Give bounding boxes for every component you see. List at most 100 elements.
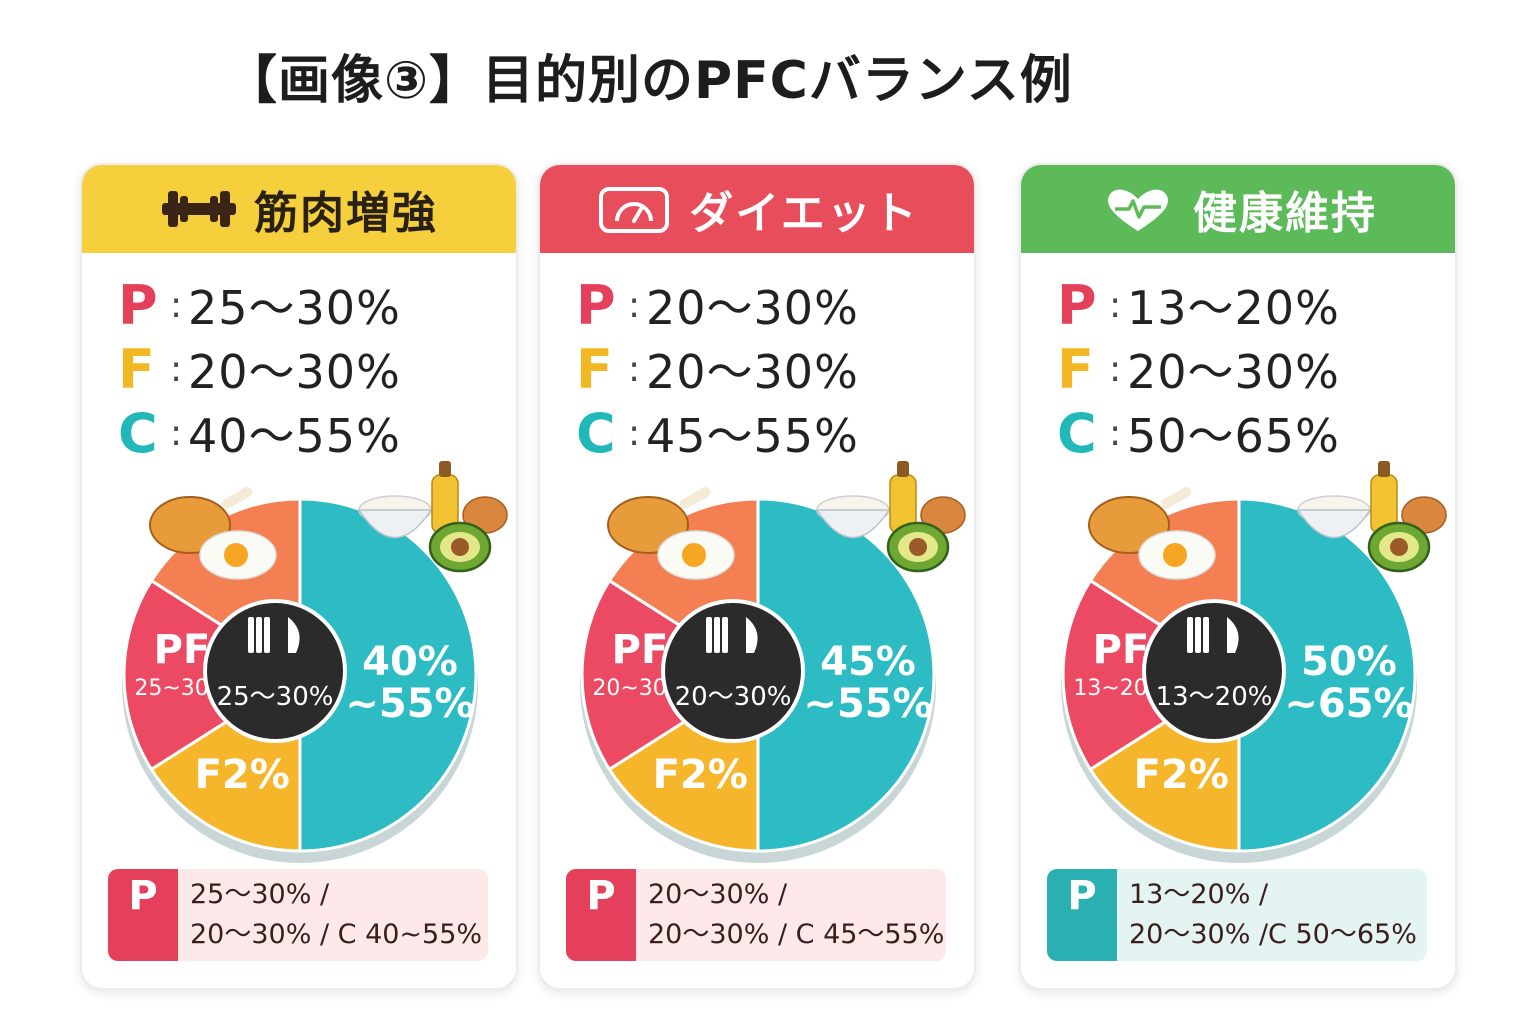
ratio-colon: :	[170, 348, 183, 390]
protein-food-icon	[607, 487, 735, 580]
ratio-colon: :	[628, 412, 641, 454]
slice-sublabel: ~55%	[803, 681, 932, 727]
center-label: 20〜30%	[675, 682, 792, 712]
ratio-colon: :	[1109, 412, 1122, 454]
ratio-value: 25〜30%	[188, 281, 401, 335]
pie-center: 13〜20%	[1142, 599, 1286, 743]
summary-line-2: 20〜30% / C 40~55%	[190, 919, 483, 950]
ratio-value: 20〜30%	[1127, 345, 1340, 399]
ratio-letter: P	[576, 273, 616, 337]
ratio-colon: :	[170, 412, 183, 454]
summary-text: 13〜20% / 20〜30% /C 50〜65%	[1117, 869, 1427, 961]
ratio-letter: C	[118, 401, 158, 465]
card-header: ダイエット	[540, 165, 974, 253]
ratio-list: P:20〜30% F:20〜30% C:45〜55%	[540, 253, 974, 465]
pie-chart: 40% ~55% F2% PF 25~30% 25〜30%	[102, 461, 508, 863]
ratio-row: F:20〜30%	[576, 337, 974, 401]
ratio-colon: :	[1109, 348, 1122, 390]
center-label: 25〜30%	[217, 682, 334, 712]
summary-box: P 13〜20% / 20〜30% /C 50〜65%	[1047, 869, 1427, 961]
carb-fat-food-icon	[357, 461, 508, 573]
pie-chart: 45% ~55% F2% PF 20~30% 20〜30%	[560, 461, 966, 863]
summary-tag: P	[1047, 869, 1117, 961]
card-title: ダイエット	[689, 188, 919, 239]
summary-box: P 25〜30% / 20〜30% / C 40~55%	[108, 869, 488, 961]
ratio-letter: F	[1057, 337, 1094, 401]
ratio-letter: P	[1057, 273, 1097, 337]
ratio-row: P:20〜30%	[576, 273, 974, 337]
ratio-value: 20〜30%	[188, 345, 401, 399]
ratio-value: 50〜65%	[1127, 409, 1340, 463]
ratio-letter: P	[118, 273, 158, 337]
card-health-maintenance: 健康維持 P:13〜20% F:20〜30% C:50〜65% 50% ~65% F2% PF…	[1019, 163, 1457, 990]
slice-label: F2%	[195, 752, 290, 798]
slice-label: F2%	[1134, 752, 1229, 798]
ratio-colon: :	[170, 284, 183, 326]
slice-label: 45%	[820, 639, 916, 685]
ratio-value: 13〜20%	[1127, 281, 1340, 335]
ratio-letter: F	[118, 337, 155, 401]
card-header: 健康維持	[1021, 165, 1455, 253]
slice-label: 50%	[1301, 639, 1397, 685]
dumbbell-icon	[160, 183, 238, 235]
slice-sublabel: ~65%	[1284, 681, 1413, 727]
ratio-value: 40〜55%	[188, 409, 401, 463]
fork-knife-icon	[706, 617, 758, 653]
slice-label: 40%	[362, 639, 458, 685]
protein-food-icon	[149, 487, 277, 580]
ratio-row: C:40〜55%	[118, 401, 516, 465]
card-title: 健康維持	[1193, 188, 1377, 239]
slice-label: PF	[612, 627, 669, 673]
summary-tag: P	[566, 869, 636, 961]
scale-icon	[595, 183, 673, 235]
summary-text: 25〜30% / 20〜30% / C 40~55%	[178, 869, 488, 961]
summary-line-2: 20〜30% / C 45〜55%	[648, 919, 945, 950]
heart-icon	[1099, 183, 1177, 235]
card-header: 筋肉増強	[82, 165, 516, 253]
card-muscle-gain: 筋肉増強 P:25〜30% F:20〜30% C:40〜55% 40% ~55% F2% PF…	[80, 163, 518, 990]
ratio-value: 20〜30%	[646, 281, 859, 335]
ratio-row: P:25〜30%	[118, 273, 516, 337]
ratio-letter: F	[576, 337, 613, 401]
ratio-row: C:50〜65%	[1057, 401, 1455, 465]
summary-box: P 20〜30% / 20〜30% / C 45〜55%	[566, 869, 946, 961]
card-title: 筋肉増強	[254, 188, 438, 239]
summary-line-1: 25〜30% /	[190, 879, 330, 910]
summary-line-1: 13〜20% /	[1129, 879, 1269, 910]
summary-tag: P	[108, 869, 178, 961]
slice-label: PF	[154, 627, 211, 673]
ratio-list: P:25〜30% F:20〜30% C:40〜55%	[82, 253, 516, 465]
slice-label: PF	[1093, 627, 1150, 673]
protein-food-icon	[1088, 487, 1216, 580]
summary-text: 20〜30% / 20〜30% / C 45〜55%	[636, 869, 946, 961]
page-title: 【画像③】目的別のPFCバランス例	[225, 51, 1073, 111]
ratio-colon: :	[628, 284, 641, 326]
slice-sublabel: ~55%	[345, 681, 474, 727]
ratio-letter: C	[576, 401, 616, 465]
ratio-row: C:45〜55%	[576, 401, 974, 465]
ratio-value: 45〜55%	[646, 409, 859, 463]
summary-line-2: 20〜30% /C 50〜65%	[1129, 919, 1417, 950]
card-diet: ダイエット P:20〜30% F:20〜30% C:45〜55% 45% ~55% F2% P…	[538, 163, 976, 990]
pie-center: 20〜30%	[661, 599, 805, 743]
ratio-letter: C	[1057, 401, 1097, 465]
pie-chart: 50% ~65% F2% PF 13~20% 13〜20%	[1041, 461, 1447, 863]
fork-knife-icon	[1187, 617, 1239, 653]
ratio-colon: :	[1109, 284, 1122, 326]
center-label: 13〜20%	[1156, 682, 1273, 712]
ratio-colon: :	[628, 348, 641, 390]
ratio-row: F:20〜30%	[118, 337, 516, 401]
slice-label: F2%	[653, 752, 748, 798]
pie-center: 25〜30%	[203, 599, 347, 743]
ratio-list: P:13〜20% F:20〜30% C:50〜65%	[1021, 253, 1455, 465]
ratio-row: F:20〜30%	[1057, 337, 1455, 401]
summary-line-1: 20〜30% /	[648, 879, 788, 910]
ratio-row: P:13〜20%	[1057, 273, 1455, 337]
carb-fat-food-icon	[1296, 461, 1447, 573]
carb-fat-food-icon	[815, 461, 966, 573]
fork-knife-icon	[248, 617, 300, 653]
ratio-value: 20〜30%	[646, 345, 859, 399]
